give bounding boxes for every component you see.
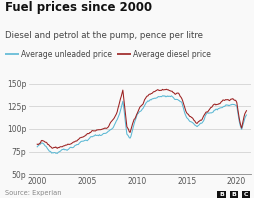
Text: Source: Experian: Source: Experian xyxy=(5,190,61,196)
Text: C: C xyxy=(244,192,248,197)
Text: Fuel prices since 2000: Fuel prices since 2000 xyxy=(5,1,152,14)
Text: Average diesel price: Average diesel price xyxy=(133,50,211,59)
Text: Diesel and petrol at the pump, pence per litre: Diesel and petrol at the pump, pence per… xyxy=(5,31,203,40)
Text: B: B xyxy=(231,192,236,197)
Text: Average unleaded price: Average unleaded price xyxy=(21,50,112,59)
Text: B: B xyxy=(219,192,224,197)
